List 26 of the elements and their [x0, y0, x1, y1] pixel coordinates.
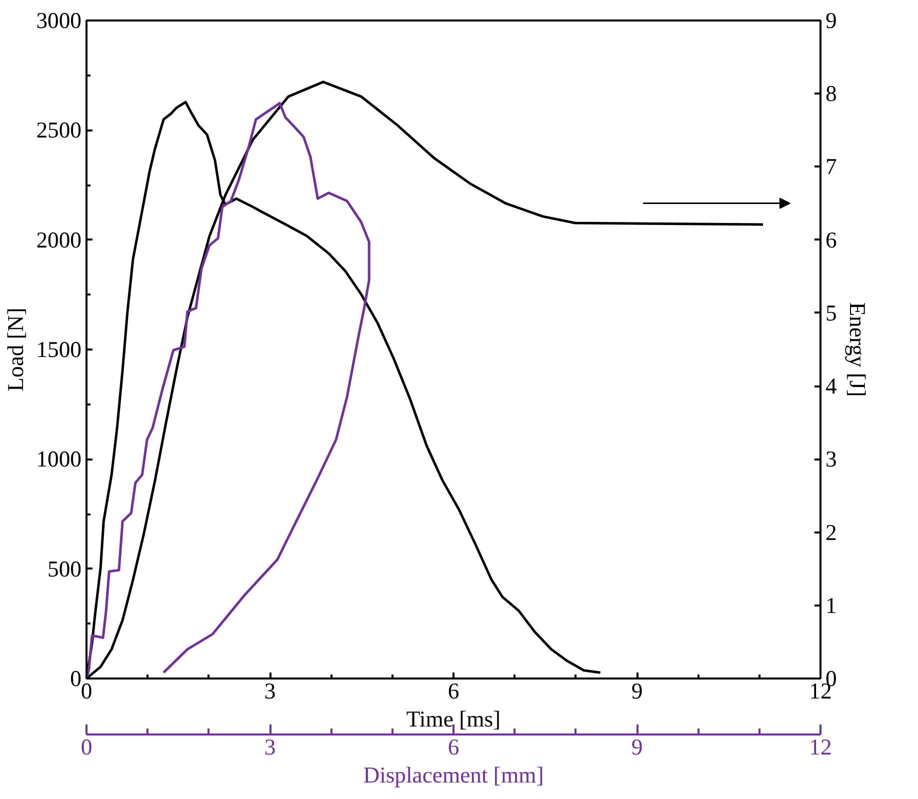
y2-tick-label: 3: [826, 446, 837, 472]
y2-axis-title: Energy [J]: [844, 302, 870, 397]
y2-tick-label: 7: [826, 154, 837, 180]
y2-tick-label: 5: [826, 300, 837, 326]
y-axis-title: Load [N]: [3, 308, 28, 392]
x2-axis-title: Displacement [mm]: [363, 762, 544, 788]
y-tick-label: 500: [48, 556, 82, 582]
x2-tick-label: 3: [264, 734, 276, 760]
y-tick-label: 1500: [36, 337, 82, 362]
y2-tick-label: 6: [826, 227, 837, 252]
y-tick-label: 1000: [36, 446, 82, 472]
y2-tick-label: 1: [826, 592, 837, 618]
y2-tick-label: 4: [826, 374, 837, 399]
x2-tick-label: 6: [448, 734, 460, 760]
y2-tick-label: 9: [826, 8, 837, 33]
x-tick-label: 6: [448, 678, 460, 704]
x-axis-title: Time [ms]: [406, 706, 501, 732]
x-tick-label: 9: [631, 678, 643, 704]
x2-tick-label: 12: [809, 734, 832, 760]
x2-tick-label: 9: [631, 734, 643, 760]
y2-tick-label: 2: [826, 520, 837, 545]
y-tick-label: 2500: [36, 118, 82, 143]
x-tick-label: 3: [264, 678, 276, 704]
y-tick-label: 3000: [36, 8, 82, 33]
y-tick-label: 2000: [36, 227, 82, 252]
y2-tick-label: 8: [826, 81, 837, 106]
